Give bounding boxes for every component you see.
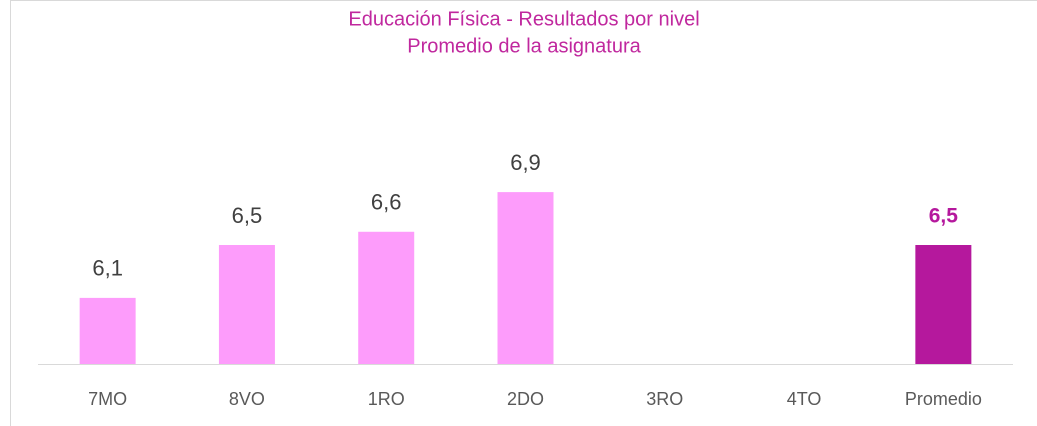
x-tick-label: 4TO [787, 389, 822, 409]
bar [497, 192, 554, 364]
value-label: 6,6 [371, 190, 402, 215]
x-tick-label: 1RO [368, 389, 405, 409]
bar [358, 231, 415, 364]
bar [915, 245, 972, 364]
bar [79, 297, 136, 364]
value-label: 6,9 [510, 150, 541, 175]
x-tick-label: 2DO [507, 389, 544, 409]
x-tick-label: 8VO [229, 389, 265, 409]
chart-subtitle: Promedio de la asignatura [407, 35, 641, 57]
x-tick-label: 7MO [88, 389, 127, 409]
x-tick-label: 3RO [646, 389, 683, 409]
bar [218, 245, 275, 364]
chart-title: Educación Física - Resultados por nivel [348, 8, 699, 30]
value-label: 6,5 [929, 205, 959, 228]
value-label: 6,5 [232, 203, 263, 228]
chart-frame [10, 0, 1037, 426]
value-label: 6,1 [92, 256, 123, 281]
x-tick-label: Promedio [905, 389, 982, 409]
